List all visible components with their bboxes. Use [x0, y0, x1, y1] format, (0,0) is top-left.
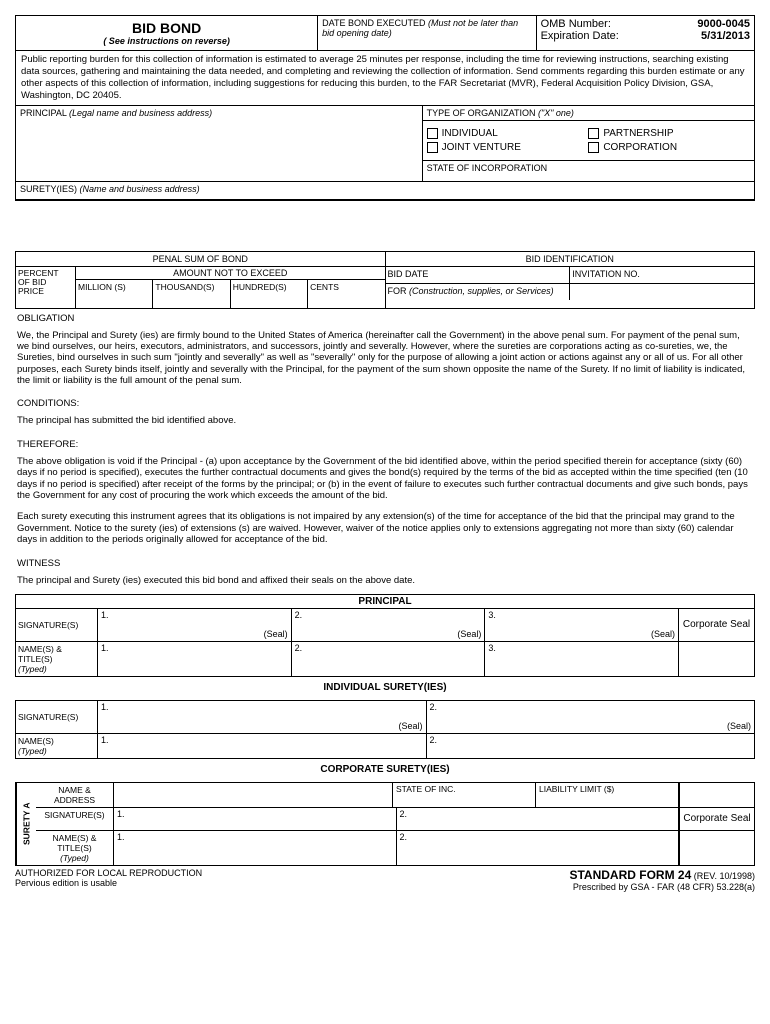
checkbox-individual[interactable]: INDIVIDUAL — [427, 128, 589, 139]
corporate-surety-header: CORPORATE SURETY(IES) — [15, 763, 755, 776]
ind-sig-label: SIGNATURE(S) — [16, 701, 98, 733]
sig-cell-3[interactable]: 3.(Seal) — [485, 609, 679, 641]
bond-table: PENAL SUM OF BOND PERCENT OF BID PRICE A… — [15, 251, 755, 309]
penal-sum-block: PENAL SUM OF BOND PERCENT OF BID PRICE A… — [16, 252, 386, 308]
witness-p: The principal and Surety (ies) executed … — [15, 573, 755, 588]
conditions-heading: CONDITIONS: — [15, 394, 755, 413]
corp-sig-1[interactable]: 1. — [114, 808, 397, 830]
corp-liability[interactable]: LIABILITY LIMIT ($) — [536, 783, 679, 807]
principal-sig-table: PRINCIPAL SIGNATURE(S) 1.(Seal) 2.(Seal)… — [15, 594, 755, 677]
header-title-block: BID BOND ( See instructions on reverse) — [16, 16, 318, 50]
hundred-cell[interactable]: HUNDRED(S) — [231, 280, 308, 308]
invitation-cell[interactable]: INVITATION NO. — [570, 267, 754, 283]
exp-label: Expiration Date: — [541, 30, 619, 42]
sig-cell-1[interactable]: 1.(Seal) — [98, 609, 292, 641]
date-executed-cell[interactable]: DATE BOND EXECUTED (Must not be later th… — [318, 16, 536, 50]
for-value-cell[interactable] — [570, 284, 754, 300]
checkbox-corporation[interactable]: CORPORATION — [588, 142, 750, 153]
checkbox-joint-venture[interactable]: JOINT VENTURE — [427, 142, 589, 153]
checkbox-partnership[interactable]: PARTNERSHIP — [588, 128, 750, 139]
name-cell-2[interactable]: 2. — [292, 642, 486, 676]
principal-field[interactable]: PRINCIPAL (Legal name and business addre… — [16, 106, 423, 181]
principal-note: (Legal name and business address) — [69, 108, 212, 118]
million-cell[interactable]: MILLION (S) — [76, 280, 153, 308]
name-addr-label: NAME & ADDRESS — [36, 783, 114, 807]
cents-cell[interactable]: CENTS — [308, 280, 384, 308]
therefore-p1: The above obligation is void if the Prin… — [15, 454, 755, 504]
percent-cell[interactable]: PERCENT OF BID PRICE — [16, 267, 76, 308]
state-incorporation-field[interactable]: STATE OF INCORPORATION — [423, 161, 754, 181]
principal-label: PRINCIPAL — [20, 108, 67, 118]
form-container: BID BOND ( See instructions on reverse) … — [15, 15, 755, 201]
conditions-p: The principal has submitted the bid iden… — [15, 413, 755, 428]
ind-name-2[interactable]: 2. — [427, 734, 755, 758]
org-block: TYPE OF ORGANIZATION ("X" one) INDIVIDUA… — [423, 106, 754, 181]
form-title: BID BOND — [20, 20, 313, 36]
surety-a-label: SURETY A — [16, 783, 36, 865]
obligation-p1: We, the Principal and Surety (ies) are f… — [15, 328, 755, 389]
prescribed-by: Prescribed by GSA - FAR (48 CFR) 53.228(… — [569, 882, 755, 892]
omb-value: 9000-0045 — [697, 18, 750, 30]
auth-text: AUTHORIZED FOR LOCAL REPRODUCTION — [15, 868, 202, 878]
therefore-heading: THEREFORE: — [15, 435, 755, 454]
bid-id-header: BID IDENTIFICATION — [386, 252, 755, 267]
corp-sig-label: SIGNATURE(S) — [36, 808, 114, 830]
individual-surety-header: INDIVIDUAL SURETY(IES) — [15, 681, 755, 694]
obligation-heading: OBLIGATION — [15, 309, 755, 328]
bid-id-block: BID IDENTIFICATION BID DATE INVITATION N… — [386, 252, 755, 308]
omb-block: OMB Number: 9000-0045 Expiration Date: 5… — [537, 16, 754, 50]
thousand-cell[interactable]: THOUSAND(S) — [153, 280, 230, 308]
therefore-p2: Each surety executing this instrument ag… — [15, 509, 755, 547]
prev-edition: Pervious edition is usable — [15, 878, 202, 888]
amount-header: AMOUNT NOT TO EXCEED — [76, 267, 385, 280]
corp-name-label: NAME(S) & TITLE(S)(Typed) — [36, 831, 114, 865]
penal-header: PENAL SUM OF BOND — [16, 252, 385, 267]
ind-sig-2[interactable]: 2.(Seal) — [427, 701, 755, 733]
form-rev: (REV. 10/1998) — [694, 871, 755, 881]
signature-label: SIGNATURE(S) — [16, 609, 98, 641]
surety-note: (Name and business address) — [80, 184, 200, 194]
sig-cell-2[interactable]: 2.(Seal) — [292, 609, 486, 641]
form-subtitle: ( See instructions on reverse) — [20, 36, 313, 46]
name-title-label: NAME(S) & TITLE(S)(Typed) — [16, 642, 98, 676]
surety-field[interactable]: SURETY(IES) (Name and business address) — [16, 182, 754, 200]
org-header: TYPE OF ORGANIZATION ("X" one) — [423, 106, 754, 121]
principal-org-row: PRINCIPAL (Legal name and business addre… — [16, 106, 754, 182]
ind-name-label: NAME(S)(Typed) — [16, 734, 98, 758]
bid-date-cell[interactable]: BID DATE — [386, 267, 571, 283]
exp-value: 5/31/2013 — [701, 30, 750, 42]
witness-heading: WITNESS — [15, 554, 755, 573]
omb-label: OMB Number: — [541, 18, 611, 30]
corp-name-1[interactable]: 1. — [114, 831, 397, 865]
corp-sig-2[interactable]: 2. — [397, 808, 680, 830]
principal-sig-header: PRINCIPAL — [16, 595, 754, 609]
form-number: STANDARD FORM 24 — [569, 868, 691, 882]
individual-surety-table: SIGNATURE(S) 1.(Seal) 2.(Seal) NAME(S)(T… — [15, 700, 755, 759]
name-cell-1[interactable]: 1. — [98, 642, 292, 676]
spacer — [15, 201, 755, 251]
name-cell-3[interactable]: 3. — [485, 642, 679, 676]
org-options: INDIVIDUAL JOINT VENTURE PARTNERSHIP COR… — [423, 121, 754, 160]
ind-sig-1[interactable]: 1.(Seal) — [98, 701, 427, 733]
corp-seal-a — [679, 783, 754, 807]
corp-name-addr[interactable] — [114, 783, 393, 807]
corp-name-2[interactable]: 2. — [397, 831, 680, 865]
footer: AUTHORIZED FOR LOCAL REPRODUCTION Pervio… — [15, 866, 755, 894]
corporate-surety-table: SURETY A NAME & ADDRESS STATE OF INC. LI… — [15, 782, 755, 866]
corporate-seal: Corporate Seal — [679, 609, 754, 641]
header-row: BID BOND ( See instructions on reverse) … — [16, 16, 754, 51]
date-executed-label: DATE BOND EXECUTED — [322, 18, 425, 28]
corp-state-inc[interactable]: STATE OF INC. — [393, 783, 536, 807]
burden-statement: Public reporting burden for this collect… — [16, 51, 754, 106]
surety-label: SURETY(IES) — [20, 184, 77, 194]
for-cell[interactable]: FOR (Construction, supplies, or Services… — [386, 284, 571, 300]
ind-name-1[interactable]: 1. — [98, 734, 427, 758]
